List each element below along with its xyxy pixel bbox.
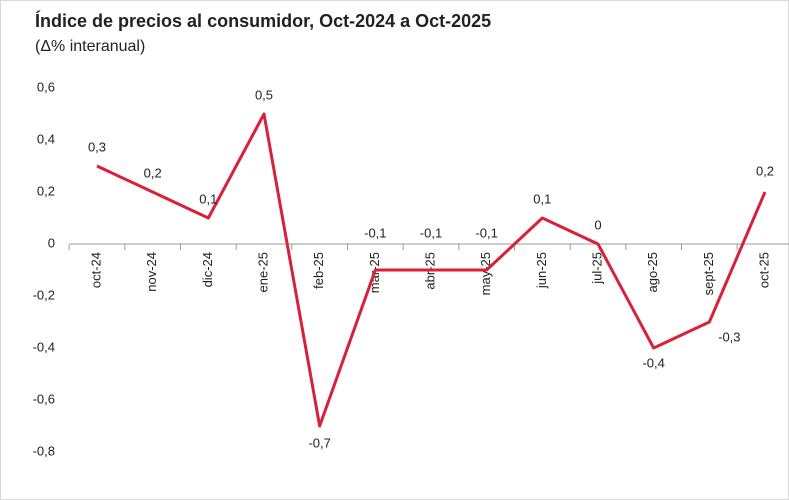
data-label: -0,7 (308, 435, 330, 450)
data-label: -0,3 (718, 329, 740, 344)
data-label: 0,2 (756, 163, 774, 178)
x-tick-label: ene-25 (255, 252, 270, 292)
x-tick-label: feb-25 (311, 252, 326, 289)
chart-title: Índice de precios al consumidor, Oct-202… (35, 10, 491, 31)
y-tick-label: -0,8 (33, 443, 55, 458)
x-tick-label: ago-25 (645, 252, 660, 292)
data-label: -0,1 (420, 225, 442, 240)
x-tick-label: may-25 (478, 252, 493, 295)
chart-subtitle: (Δ% interanual) (35, 38, 145, 55)
y-tick-label: -0,2 (33, 287, 55, 302)
data-label: 0,2 (144, 165, 162, 180)
x-tick-label: dic-24 (200, 252, 215, 287)
data-label: -0,1 (364, 225, 386, 240)
data-label: -0,1 (475, 225, 497, 240)
x-tick-label: jul-25 (589, 252, 604, 285)
x-tick-label: jun-25 (534, 252, 549, 289)
data-label: 0,1 (533, 191, 551, 206)
x-tick-label: oct-25 (756, 252, 771, 288)
x-tick-label: nov-24 (144, 252, 159, 292)
data-label: 0,5 (255, 87, 273, 102)
y-tick-label: 0,6 (37, 79, 55, 94)
y-tick-label: 0 (48, 235, 55, 250)
y-tick-label: 0,4 (37, 131, 55, 146)
x-tick-label: oct-24 (88, 252, 103, 288)
y-tick-label: -0,4 (33, 339, 55, 354)
y-tick-label: 0,2 (37, 183, 55, 198)
line (96, 112, 767, 428)
data-label: 0,1 (199, 191, 217, 206)
data-label: 0 (594, 217, 601, 232)
y-tick-label: -0,6 (33, 391, 55, 406)
data-label: -0,4 (642, 355, 664, 370)
data-label: 0,3 (88, 139, 106, 154)
x-tick-label: sept-25 (701, 252, 716, 295)
